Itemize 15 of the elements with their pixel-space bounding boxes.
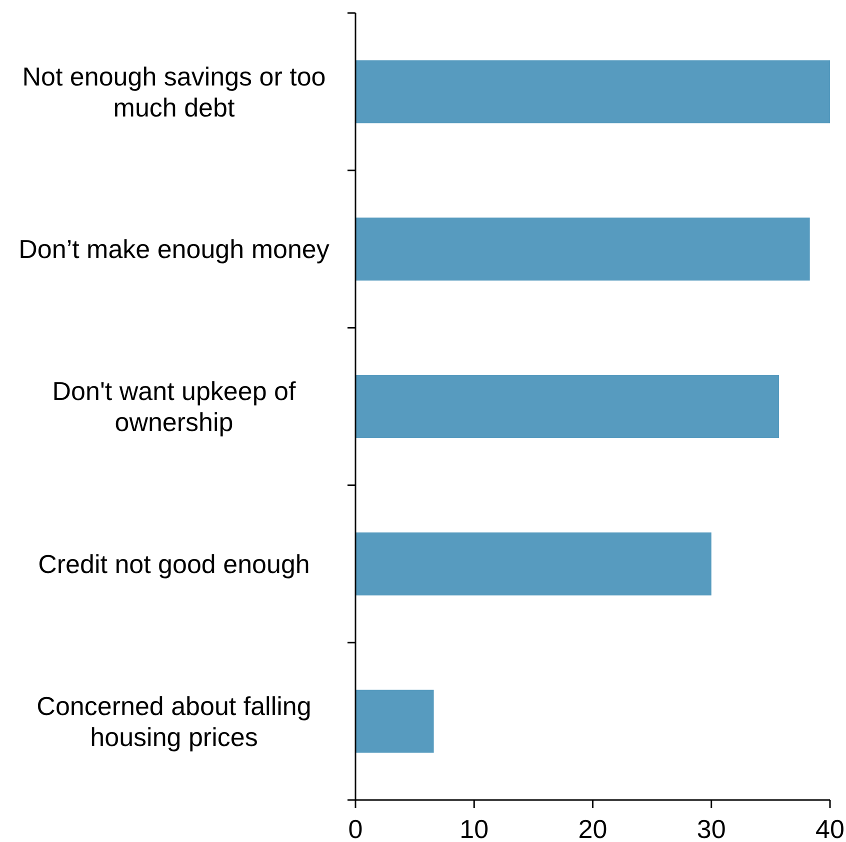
x-tick-label: 0 [348,814,363,842]
bar [356,60,830,124]
y-tick-label: Credit not good enough [38,549,310,579]
x-tick-label: 30 [696,814,726,842]
x-tick-label: 40 [816,814,844,842]
x-tick-label: 10 [460,814,489,842]
bar [356,218,810,281]
y-tick-label: Don't want upkeep of ownership [52,376,296,438]
y-tick-label: Not enough savings or too much debt [22,61,326,122]
y-tick-label: Don’t make enough money [18,234,330,264]
bar [356,532,712,596]
y-tick-label: Concerned about falling housing prices [36,690,312,752]
bar [356,690,434,753]
bar [356,375,779,438]
x-tick-label: 20 [578,814,608,842]
